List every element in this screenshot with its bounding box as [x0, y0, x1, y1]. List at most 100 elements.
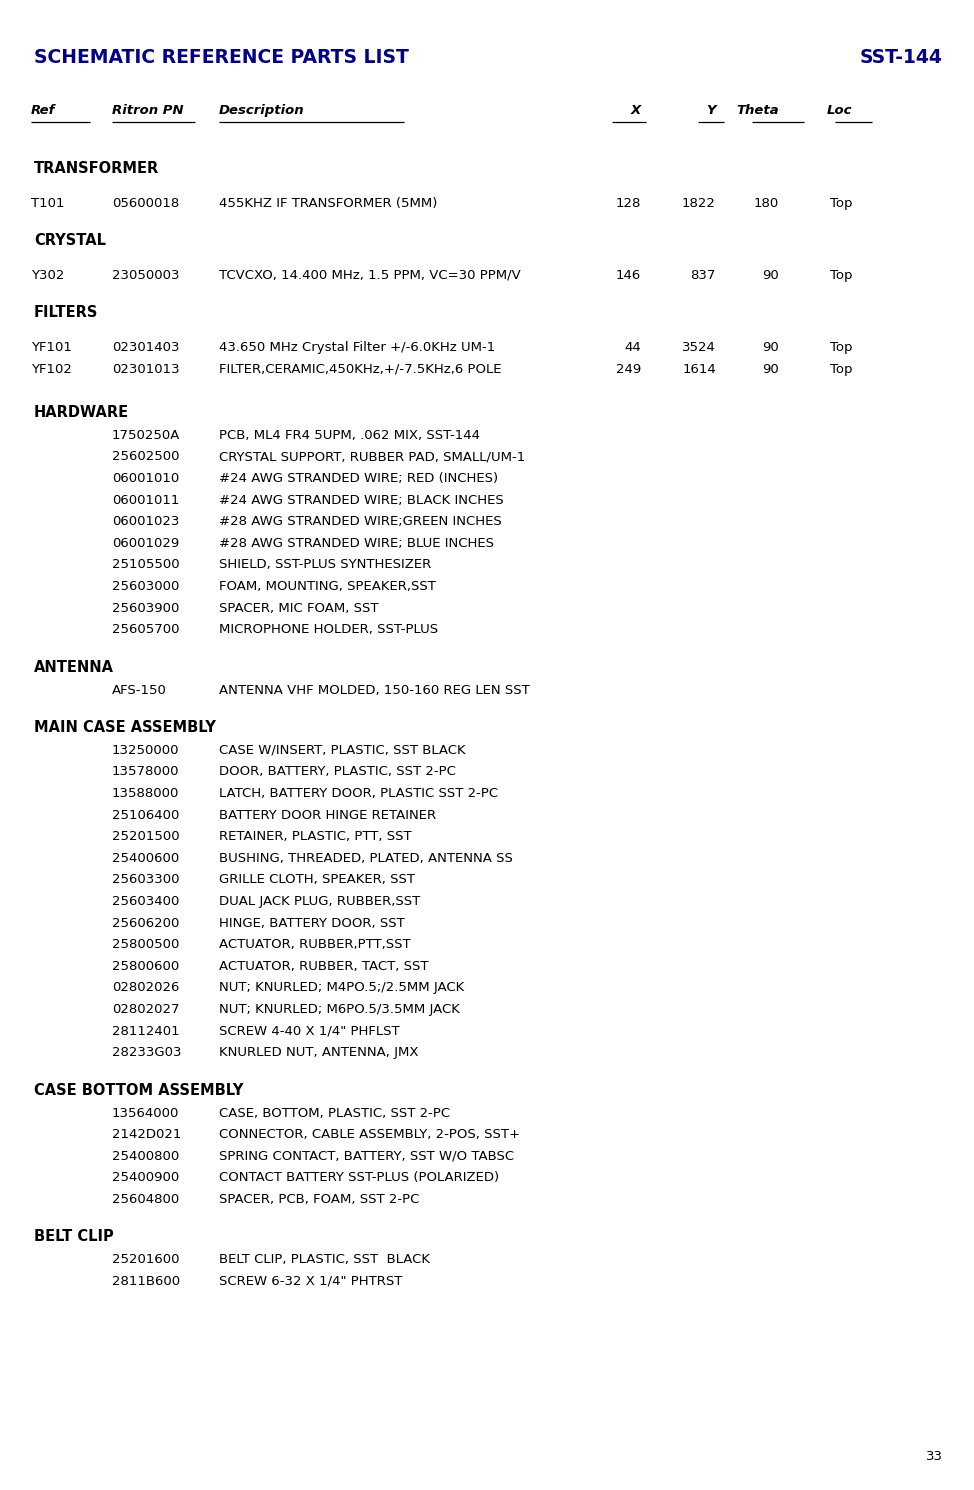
- Text: 02802027: 02802027: [112, 1003, 179, 1016]
- Text: Ref: Ref: [31, 104, 56, 118]
- Text: T101: T101: [31, 197, 64, 210]
- Text: CONTACT BATTERY SST-PLUS (POLARIZED): CONTACT BATTERY SST-PLUS (POLARIZED): [219, 1171, 500, 1185]
- Text: 06001023: 06001023: [112, 516, 179, 529]
- Text: 25400600: 25400600: [112, 852, 179, 864]
- Text: SCREW 4-40 X 1/4" PHFLST: SCREW 4-40 X 1/4" PHFLST: [219, 1025, 399, 1037]
- Text: 13578000: 13578000: [112, 766, 179, 778]
- Text: 02301403: 02301403: [112, 341, 179, 355]
- Text: 2811B600: 2811B600: [112, 1275, 180, 1287]
- Text: Y: Y: [706, 104, 716, 118]
- Text: LATCH, BATTERY DOOR, PLASTIC SST 2-PC: LATCH, BATTERY DOOR, PLASTIC SST 2-PC: [219, 787, 499, 800]
- Text: Top: Top: [830, 197, 852, 210]
- Text: 25201600: 25201600: [112, 1253, 179, 1266]
- Text: 1614: 1614: [682, 362, 716, 375]
- Text: 13588000: 13588000: [112, 787, 179, 800]
- Text: 05600018: 05600018: [112, 197, 179, 210]
- Text: 28112401: 28112401: [112, 1025, 179, 1037]
- Text: DOOR, BATTERY, PLASTIC, SST 2-PC: DOOR, BATTERY, PLASTIC, SST 2-PC: [219, 766, 456, 778]
- Text: ANTENNA: ANTENNA: [34, 660, 114, 675]
- Text: 25400800: 25400800: [112, 1150, 179, 1162]
- Text: 90: 90: [763, 341, 779, 355]
- Text: ANTENNA VHF MOLDED, 150-160 REG LEN SST: ANTENNA VHF MOLDED, 150-160 REG LEN SST: [219, 684, 530, 696]
- Text: SST-144: SST-144: [860, 48, 943, 67]
- Text: #28 AWG STRANDED WIRE;GREEN INCHES: #28 AWG STRANDED WIRE;GREEN INCHES: [219, 516, 502, 529]
- Text: 25604800: 25604800: [112, 1193, 179, 1205]
- Text: 25800500: 25800500: [112, 939, 179, 951]
- Text: GRILLE CLOTH, SPEAKER, SST: GRILLE CLOTH, SPEAKER, SST: [219, 873, 415, 887]
- Text: 25606200: 25606200: [112, 916, 179, 930]
- Text: 1750250A: 1750250A: [112, 429, 180, 443]
- Text: 06001011: 06001011: [112, 493, 179, 507]
- Text: SPACER, PCB, FOAM, SST 2-PC: SPACER, PCB, FOAM, SST 2-PC: [219, 1193, 420, 1205]
- Text: Top: Top: [830, 362, 852, 375]
- Text: X: X: [630, 104, 641, 118]
- Text: 25603300: 25603300: [112, 873, 179, 887]
- Text: Top: Top: [830, 268, 852, 282]
- Text: 06001010: 06001010: [112, 472, 179, 486]
- Text: ACTUATOR, RUBBER,PTT,SST: ACTUATOR, RUBBER,PTT,SST: [219, 939, 411, 951]
- Text: HARDWARE: HARDWARE: [34, 405, 130, 420]
- Text: NUT; KNURLED; M4PO.5;/2.5MM JACK: NUT; KNURLED; M4PO.5;/2.5MM JACK: [219, 982, 465, 994]
- Text: BELT CLIP: BELT CLIP: [34, 1229, 114, 1244]
- Text: 02301013: 02301013: [112, 362, 179, 375]
- Text: 25603400: 25603400: [112, 895, 179, 907]
- Text: RETAINER, PLASTIC, PTT, SST: RETAINER, PLASTIC, PTT, SST: [219, 830, 412, 843]
- Text: 13250000: 13250000: [112, 744, 179, 757]
- Text: CRYSTAL SUPPORT, RUBBER PAD, SMALL/UM-1: CRYSTAL SUPPORT, RUBBER PAD, SMALL/UM-1: [219, 450, 525, 463]
- Text: 02802026: 02802026: [112, 982, 179, 994]
- Text: 25105500: 25105500: [112, 559, 179, 572]
- Text: Theta: Theta: [736, 104, 779, 118]
- Text: Y302: Y302: [31, 268, 64, 282]
- Text: 06001029: 06001029: [112, 536, 179, 550]
- Text: Ritron PN: Ritron PN: [112, 104, 184, 118]
- Text: 146: 146: [616, 268, 641, 282]
- Text: SCHEMATIC REFERENCE PARTS LIST: SCHEMATIC REFERENCE PARTS LIST: [34, 48, 409, 67]
- Text: 180: 180: [754, 197, 779, 210]
- Text: 128: 128: [616, 197, 641, 210]
- Text: 1822: 1822: [682, 197, 716, 210]
- Text: 25400900: 25400900: [112, 1171, 179, 1185]
- Text: 33: 33: [926, 1450, 943, 1463]
- Text: Description: Description: [219, 104, 305, 118]
- Text: FOAM, MOUNTING, SPEAKER,SST: FOAM, MOUNTING, SPEAKER,SST: [219, 580, 436, 593]
- Text: DUAL JACK PLUG, RUBBER,SST: DUAL JACK PLUG, RUBBER,SST: [219, 895, 421, 907]
- Text: 249: 249: [616, 362, 641, 375]
- Text: 25605700: 25605700: [112, 623, 179, 636]
- Text: 43.650 MHz Crystal Filter +/-6.0KHz UM-1: 43.650 MHz Crystal Filter +/-6.0KHz UM-1: [219, 341, 496, 355]
- Text: YF102: YF102: [31, 362, 72, 375]
- Text: CRYSTAL: CRYSTAL: [34, 232, 106, 249]
- Text: Top: Top: [830, 341, 852, 355]
- Text: 25603000: 25603000: [112, 580, 179, 593]
- Text: CASE, BOTTOM, PLASTIC, SST 2-PC: CASE, BOTTOM, PLASTIC, SST 2-PC: [219, 1107, 450, 1119]
- Text: BELT CLIP, PLASTIC, SST  BLACK: BELT CLIP, PLASTIC, SST BLACK: [219, 1253, 431, 1266]
- Text: FILTERS: FILTERS: [34, 305, 98, 320]
- Text: 25800600: 25800600: [112, 960, 179, 973]
- Text: 25602500: 25602500: [112, 450, 179, 463]
- Text: 13564000: 13564000: [112, 1107, 179, 1119]
- Text: PCB, ML4 FR4 5UPM, .062 MIX, SST-144: PCB, ML4 FR4 5UPM, .062 MIX, SST-144: [219, 429, 480, 443]
- Text: BUSHING, THREADED, PLATED, ANTENNA SS: BUSHING, THREADED, PLATED, ANTENNA SS: [219, 852, 513, 864]
- Text: SCREW 6-32 X 1/4" PHTRST: SCREW 6-32 X 1/4" PHTRST: [219, 1275, 402, 1287]
- Text: BATTERY DOOR HINGE RETAINER: BATTERY DOOR HINGE RETAINER: [219, 809, 436, 821]
- Text: 837: 837: [691, 268, 716, 282]
- Text: ACTUATOR, RUBBER, TACT, SST: ACTUATOR, RUBBER, TACT, SST: [219, 960, 429, 973]
- Text: SHIELD, SST-PLUS SYNTHESIZER: SHIELD, SST-PLUS SYNTHESIZER: [219, 559, 431, 572]
- Text: MAIN CASE ASSEMBLY: MAIN CASE ASSEMBLY: [34, 720, 216, 735]
- Text: 455KHZ IF TRANSFORMER (5MM): 455KHZ IF TRANSFORMER (5MM): [219, 197, 437, 210]
- Text: TRANSFORMER: TRANSFORMER: [34, 161, 160, 176]
- Text: HINGE, BATTERY DOOR, SST: HINGE, BATTERY DOOR, SST: [219, 916, 405, 930]
- Text: 2142D021: 2142D021: [112, 1128, 181, 1141]
- Text: Loc: Loc: [827, 104, 852, 118]
- Text: NUT; KNURLED; M6PO.5/3.5MM JACK: NUT; KNURLED; M6PO.5/3.5MM JACK: [219, 1003, 460, 1016]
- Text: YF101: YF101: [31, 341, 72, 355]
- Text: 25106400: 25106400: [112, 809, 179, 821]
- Text: CASE W/INSERT, PLASTIC, SST BLACK: CASE W/INSERT, PLASTIC, SST BLACK: [219, 744, 466, 757]
- Text: #24 AWG STRANDED WIRE; BLACK INCHES: #24 AWG STRANDED WIRE; BLACK INCHES: [219, 493, 504, 507]
- Text: #24 AWG STRANDED WIRE; RED (INCHES): #24 AWG STRANDED WIRE; RED (INCHES): [219, 472, 499, 486]
- Text: 25201500: 25201500: [112, 830, 179, 843]
- Text: MICROPHONE HOLDER, SST-PLUS: MICROPHONE HOLDER, SST-PLUS: [219, 623, 438, 636]
- Text: #28 AWG STRANDED WIRE; BLUE INCHES: #28 AWG STRANDED WIRE; BLUE INCHES: [219, 536, 494, 550]
- Text: 90: 90: [763, 268, 779, 282]
- Text: TCVCXO, 14.400 MHz, 1.5 PPM, VC=30 PPM/V: TCVCXO, 14.400 MHz, 1.5 PPM, VC=30 PPM/V: [219, 268, 521, 282]
- Text: SPACER, MIC FOAM, SST: SPACER, MIC FOAM, SST: [219, 602, 379, 615]
